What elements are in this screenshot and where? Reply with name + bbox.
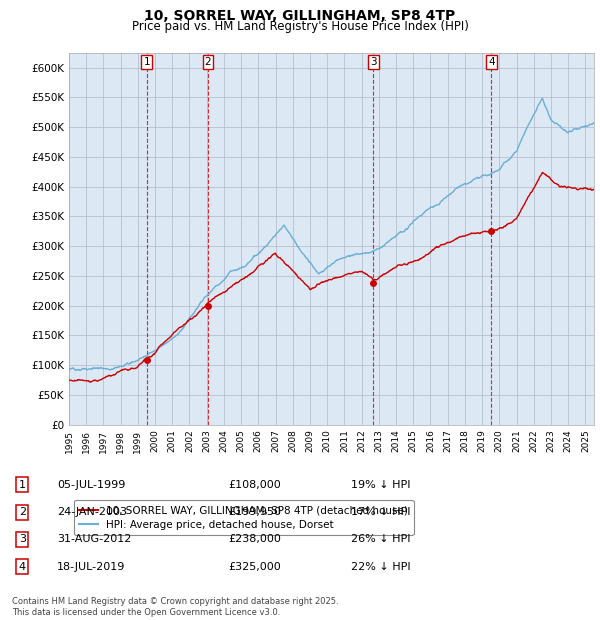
Text: 10, SORREL WAY, GILLINGHAM, SP8 4TP: 10, SORREL WAY, GILLINGHAM, SP8 4TP: [145, 9, 455, 24]
Text: 1: 1: [19, 480, 26, 490]
Text: £108,000: £108,000: [228, 480, 281, 490]
Text: £325,000: £325,000: [228, 562, 281, 572]
Text: 22% ↓ HPI: 22% ↓ HPI: [351, 562, 410, 572]
Text: 05-JUL-1999: 05-JUL-1999: [57, 480, 125, 490]
Text: 3: 3: [370, 56, 376, 66]
Text: 2: 2: [19, 507, 26, 517]
Text: £238,000: £238,000: [228, 534, 281, 544]
Text: 26% ↓ HPI: 26% ↓ HPI: [351, 534, 410, 544]
Text: Contains HM Land Registry data © Crown copyright and database right 2025.
This d: Contains HM Land Registry data © Crown c…: [12, 598, 338, 617]
Text: 1: 1: [143, 56, 150, 66]
Text: 24-JAN-2003: 24-JAN-2003: [57, 507, 127, 517]
Text: 17% ↓ HPI: 17% ↓ HPI: [351, 507, 410, 517]
Text: 4: 4: [488, 56, 495, 66]
Text: 4: 4: [19, 562, 26, 572]
Legend: 10, SORREL WAY, GILLINGHAM, SP8 4TP (detached house), HPI: Average price, detach: 10, SORREL WAY, GILLINGHAM, SP8 4TP (det…: [74, 500, 413, 535]
Text: £199,950: £199,950: [228, 507, 281, 517]
Text: 19% ↓ HPI: 19% ↓ HPI: [351, 480, 410, 490]
Text: 18-JUL-2019: 18-JUL-2019: [57, 562, 125, 572]
Text: Price paid vs. HM Land Registry's House Price Index (HPI): Price paid vs. HM Land Registry's House …: [131, 20, 469, 33]
Text: 3: 3: [19, 534, 26, 544]
Text: 31-AUG-2012: 31-AUG-2012: [57, 534, 131, 544]
Text: 2: 2: [205, 56, 211, 66]
